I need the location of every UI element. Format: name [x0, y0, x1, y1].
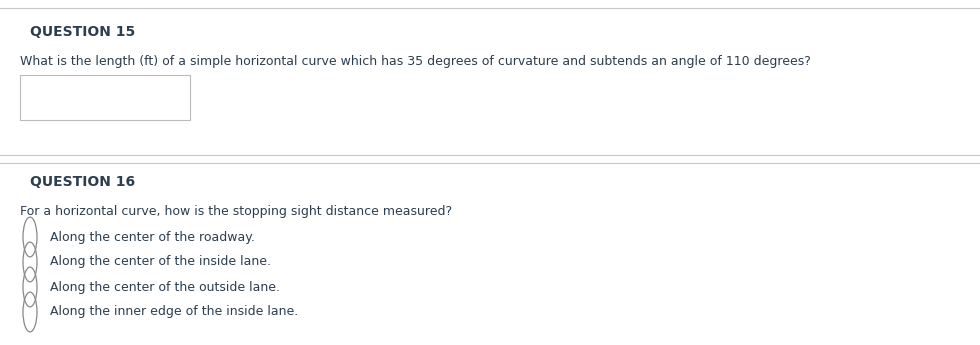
Text: For a horizontal curve, how is the stopping sight distance measured?: For a horizontal curve, how is the stopp… [20, 205, 452, 218]
Text: QUESTION 16: QUESTION 16 [30, 175, 135, 189]
Text: QUESTION 15: QUESTION 15 [30, 25, 135, 39]
Text: What is the length (ft) of a simple horizontal curve which has 35 degrees of cur: What is the length (ft) of a simple hori… [20, 55, 810, 68]
Text: Along the center of the outside lane.: Along the center of the outside lane. [50, 280, 280, 294]
Text: Along the center of the roadway.: Along the center of the roadway. [50, 230, 255, 244]
Text: Along the center of the inside lane.: Along the center of the inside lane. [50, 256, 271, 268]
FancyBboxPatch shape [20, 75, 190, 120]
Text: Along the inner edge of the inside lane.: Along the inner edge of the inside lane. [50, 306, 298, 318]
